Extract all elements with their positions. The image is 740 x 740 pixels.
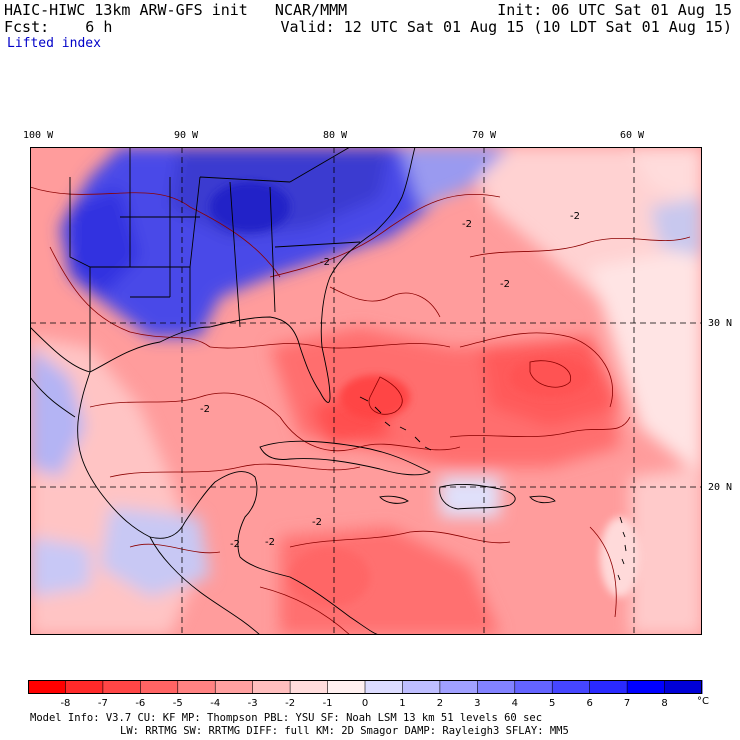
contour-label: -2 [570,211,580,222]
lat-label-20n: 20 N [708,482,733,493]
graticule [30,147,702,635]
lifted-index-map: -2 -2 -2 -2 -2 -2 -2 -2 [30,147,702,635]
field-name: Lifted index [7,36,101,51]
map-frame [30,147,702,635]
contour-label: -2 [200,404,210,415]
colorbar-swatch [215,680,254,694]
init-time: Init: 06 UTC Sat 01 Aug 15 [497,1,732,19]
colorbar-swatch [552,680,591,694]
colorbar-tick-label: 2 [437,698,443,709]
colorbar-tick-label: 1 [399,698,405,709]
valid-time: Valid: 12 UTC Sat 01 Aug 15 (10 LDT Sat … [280,18,732,36]
lon-label-80w: 80 W [323,130,348,141]
model-title: HAIC-HIWC 13km ARW-GFS init NCAR/MMM [4,1,348,19]
colorbar-swatch [28,680,66,694]
lon-label-60w: 60 W [620,130,645,141]
colorbar-tick-label: 7 [624,698,630,709]
colorbar-unit: °C [697,696,709,707]
colorbar-swatch [252,680,291,694]
lat-label-30n: 30 N [708,318,733,329]
colorbar-tick-label: 0 [362,698,368,709]
model-info-line2: LW: RRTMG SW: RRTMG DIFF: full KM: 2D Sm… [120,725,569,737]
lon-label-70w: 70 W [472,130,497,141]
colorbar-swatch [589,680,628,694]
colorbar-swatch [102,680,141,694]
coastlines [30,147,627,635]
colorbar-tick-label: -4 [210,698,220,709]
colorbar-swatch [627,680,666,694]
colorbar-swatch [65,680,104,694]
colorbar-swatch [402,680,441,694]
colorbar-ticks: -8 -7 -6 -5 -4 -3 -2 -1 0 1 2 3 4 5 6 7 8 [60,680,668,709]
colorbar-tick-label: -7 [98,698,108,709]
colorbar-swatch [327,680,366,694]
contour-label: -2 [265,537,275,548]
colorbar-swatch [140,680,179,694]
lon-label-100w: 100 W [23,130,54,141]
forecast-hour: Fcst: 6 h [4,18,113,36]
contour-label: -2 [312,517,322,528]
contour-lines [30,186,691,635]
colorbar-swatch [664,680,703,694]
colorbar-tick-label: -5 [173,698,183,709]
colorbar-swatch [365,680,403,694]
contour-label: -2 [462,219,472,230]
lon-label-90w: 90 W [174,130,199,141]
colorbar-tick-label: -1 [323,698,333,709]
colorbar-swatch [290,680,329,694]
colorbar-tick-label: 3 [474,698,480,709]
colorbar-tick-label: -8 [60,698,70,709]
colorbar-swatch [439,680,478,694]
colorbar-tick-label: 6 [586,698,592,709]
colorbar-swatches [28,680,703,694]
colorbar-tick-label: 4 [512,698,518,709]
colorbar-swatch [477,680,516,694]
colorbar-swatch [514,680,553,694]
colorbar-tick-label: -3 [248,698,258,709]
contour-label: -2 [230,539,240,550]
contour-label: -2 [500,279,510,290]
colorbar-tick-label: 8 [661,698,667,709]
contour-label: -2 [320,257,330,268]
contour-labels: -2 -2 -2 -2 -2 -2 -2 -2 [200,211,580,550]
colorbar-tick-label: -6 [135,698,145,709]
colorbar-tick-label: 5 [549,698,555,709]
colorbar: -8 -7 -6 -5 -4 -3 -2 -1 0 1 2 3 4 5 6 7 8 °C [28,680,709,709]
model-info-line1: Model Info: V3.7 CU: KF MP: Thompson PBL… [30,712,543,724]
colorbar-swatch [177,680,216,694]
colorbar-tick-label: -2 [285,698,295,709]
